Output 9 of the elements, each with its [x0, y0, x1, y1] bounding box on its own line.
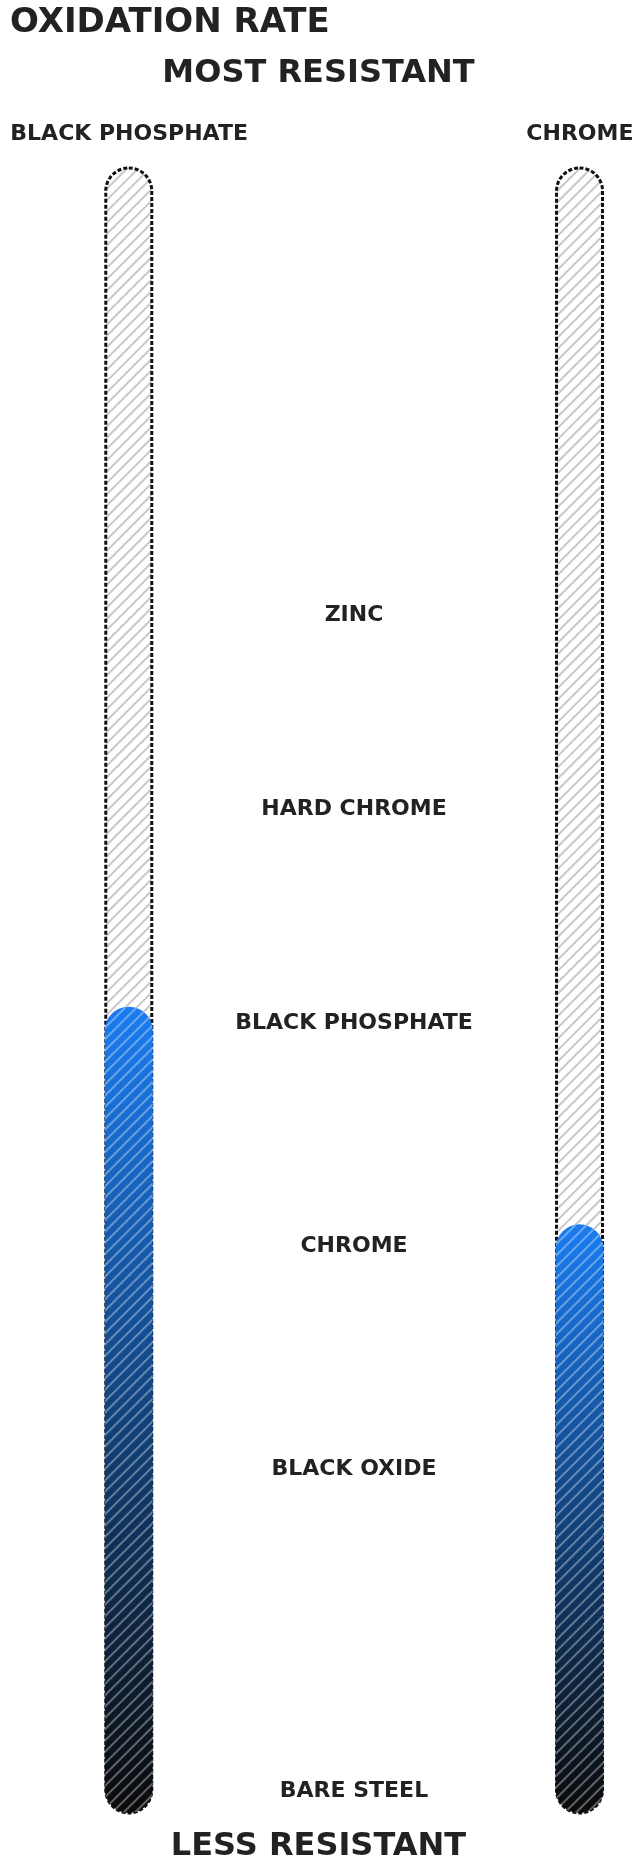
chart-title: OXIDATION RATE: [10, 0, 330, 40]
text: LESS RESISTANT: [169, 1825, 468, 1863]
annotation: BLACK OXIDE: [270, 1454, 438, 1482]
text: ZINC: [323, 600, 385, 628]
annotation: BARE STEEL: [278, 1776, 430, 1804]
text: MOST RESISTANT: [161, 52, 476, 90]
annotation: BLACK PHOSPHATE: [234, 1008, 474, 1036]
annotation: CHROME: [299, 1231, 409, 1259]
text: HARD CHROME: [260, 794, 448, 822]
